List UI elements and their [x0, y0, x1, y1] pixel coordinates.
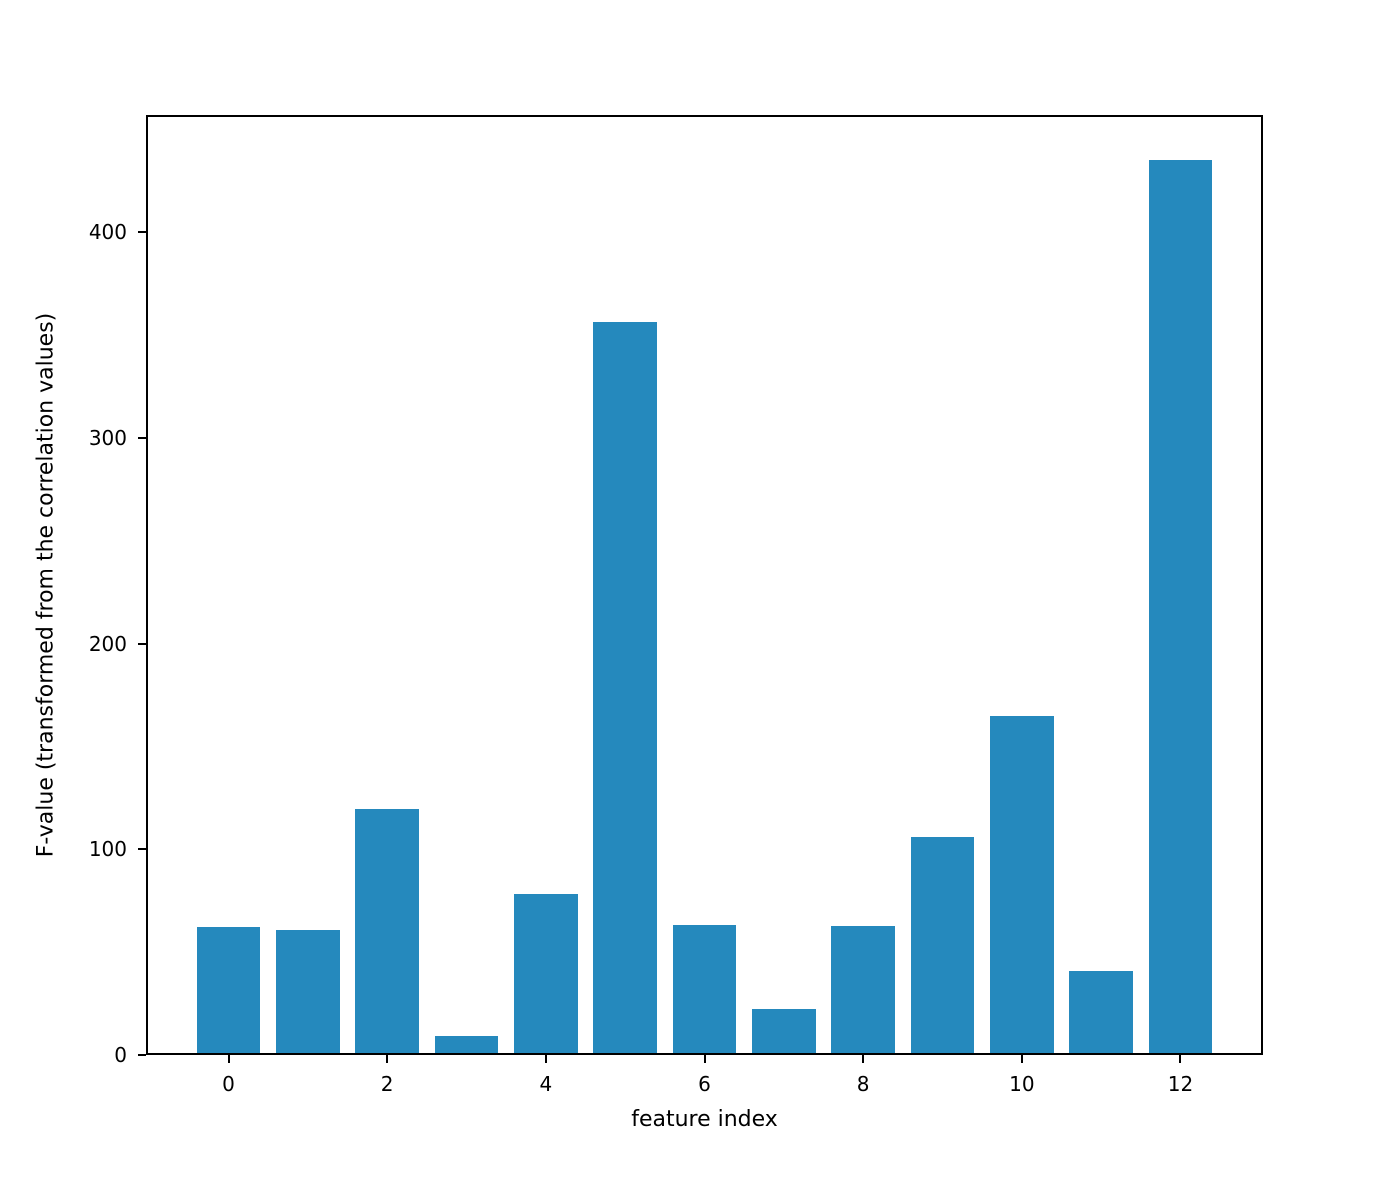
x-tick-mark-8	[862, 1055, 865, 1063]
x-tick-label-10: 10	[1009, 1072, 1035, 1096]
bar-feature-9	[910, 836, 975, 1055]
bar-feature-7	[752, 1008, 816, 1055]
bar-feature-5	[593, 322, 657, 1055]
bar-feature-11	[1069, 970, 1133, 1055]
y-tick-label-100: 100	[88, 837, 127, 862]
x-tick-mark-4	[544, 1055, 547, 1063]
y-tick-label-400: 400	[88, 220, 127, 245]
bar-feature-0	[196, 927, 261, 1055]
x-tick-label-2: 2	[380, 1072, 394, 1096]
bar-feature-2	[355, 809, 419, 1055]
y-tick-label-200: 200	[88, 631, 127, 656]
y-tick-mark-0	[138, 1054, 146, 1056]
y-axis-label: F-value (transformed from the correlatio…	[33, 312, 59, 858]
y-tick-mark-400	[138, 231, 146, 234]
bar-feature-1	[276, 929, 340, 1055]
y-tick-mark-100	[138, 848, 146, 851]
x-tick-mark-0	[227, 1055, 230, 1063]
y-tick-mark-200	[138, 642, 146, 645]
x-tick-label-6: 6	[698, 1072, 711, 1096]
x-tick-label-8: 8	[856, 1072, 870, 1096]
x-tick-label-4: 4	[539, 1072, 553, 1096]
bar-feature-6	[672, 924, 737, 1055]
bar-feature-4	[514, 893, 578, 1055]
x-tick-label-12: 12	[1167, 1072, 1194, 1096]
bar-feature-3	[434, 1035, 499, 1055]
y-tick-label-300: 300	[88, 425, 127, 450]
y-tick-mark-300	[138, 436, 146, 439]
bar-feature-10	[990, 715, 1054, 1055]
x-tick-mark-12	[1179, 1055, 1182, 1063]
x-tick-label-0: 0	[222, 1072, 235, 1096]
bar-feature-12	[1148, 159, 1213, 1055]
x-tick-mark-2	[386, 1055, 389, 1063]
bar-feature-8	[831, 925, 895, 1055]
x-tick-mark-6	[703, 1055, 706, 1063]
bars-layer	[146, 115, 1263, 1055]
x-tick-mark-10	[1020, 1055, 1023, 1063]
x-axis-label: feature index	[631, 1107, 778, 1132]
plot-area: 0 2 4 6 8 10 12 0 100 200 300 400 feature index	[89, 115, 1263, 1132]
y-tick-label-0: 0	[114, 1043, 127, 1067]
